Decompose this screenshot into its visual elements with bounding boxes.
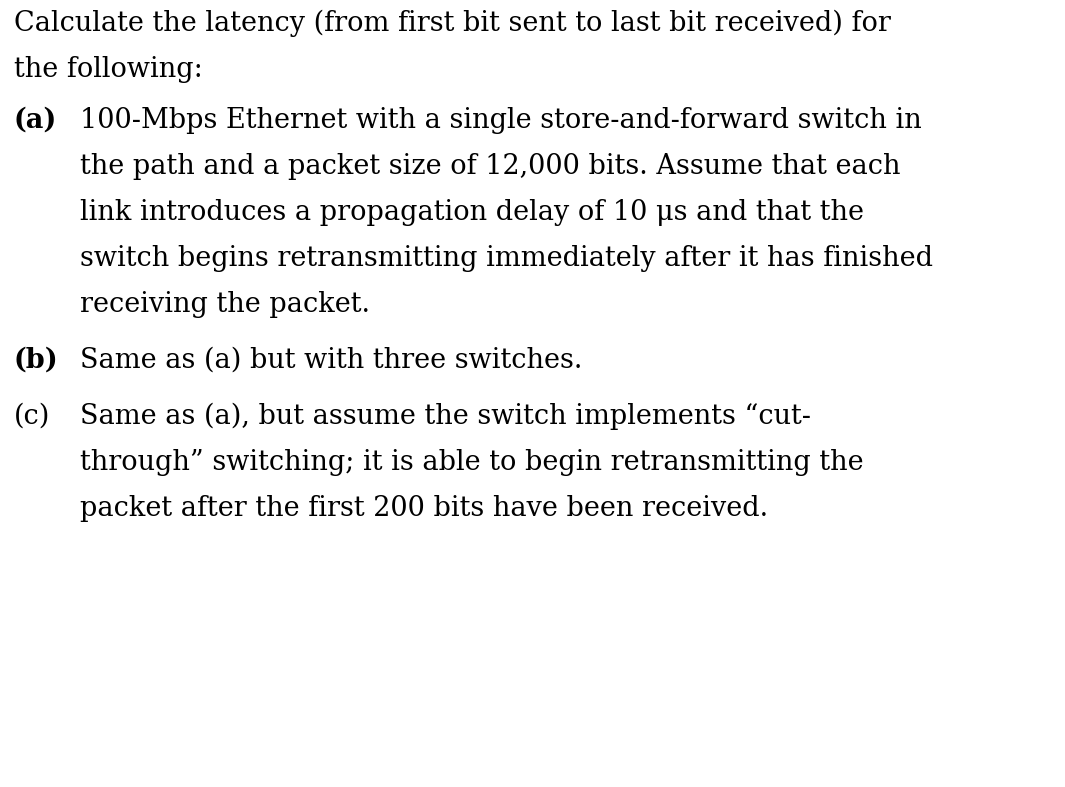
Text: (b): (b)	[14, 347, 59, 374]
Text: Calculate the latency (from first bit sent to last bit received) for: Calculate the latency (from first bit se…	[14, 10, 891, 37]
Text: through” switching; it is able to begin retransmitting the: through” switching; it is able to begin …	[80, 449, 864, 476]
Text: switch begins retransmitting immediately after it has finished: switch begins retransmitting immediately…	[80, 245, 933, 272]
Text: receiving the packet.: receiving the packet.	[80, 291, 370, 318]
Text: (c): (c)	[14, 403, 50, 430]
Text: the following:: the following:	[14, 56, 202, 83]
Text: the path and a packet size of 12,000 bits. Assume that each: the path and a packet size of 12,000 bit…	[80, 153, 901, 180]
Text: packet after the first 200 bits have been received.: packet after the first 200 bits have bee…	[80, 495, 768, 522]
Text: 100-Mbps Ethernet with a single store-and-forward switch in: 100-Mbps Ethernet with a single store-an…	[80, 107, 921, 134]
Text: Same as (a), but assume the switch implements “cut-: Same as (a), but assume the switch imple…	[80, 403, 812, 430]
Text: (a): (a)	[14, 107, 58, 134]
Text: link introduces a propagation delay of 10 μs and that the: link introduces a propagation delay of 1…	[80, 199, 864, 226]
Text: Same as (a) but with three switches.: Same as (a) but with three switches.	[80, 347, 583, 374]
